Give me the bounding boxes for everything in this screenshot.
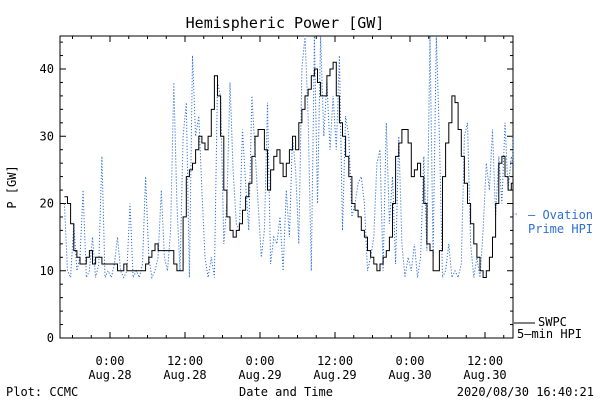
y-tick-label: 0 xyxy=(47,331,54,345)
x-tick-date-label: Aug.30 xyxy=(388,368,431,382)
y-tick-label: 30 xyxy=(40,129,54,143)
legend-ovation-line1: – Ovation xyxy=(528,208,593,222)
x-tick-date-label: Aug.28 xyxy=(163,368,206,382)
y-axis-ticks: 0 10 20 30 40 xyxy=(40,41,513,345)
footer-plot-credit: Plot: CCMC xyxy=(6,385,78,399)
chart-title: Hemispheric Power [GW] xyxy=(186,14,385,32)
legend-swpc-line2: 5–min HPI xyxy=(517,327,582,341)
plot-frame xyxy=(59,35,514,339)
x-tick-time-label: 0:00 xyxy=(96,354,125,368)
x-axis-ticks: 0:00Aug.2812:00Aug.280:00Aug.2912:00Aug.… xyxy=(72,36,507,382)
x-tick-time-label: 12:00 xyxy=(167,354,203,368)
y-tick-label: 20 xyxy=(40,197,54,211)
x-tick-time-label: 12:00 xyxy=(467,354,503,368)
x-tick-date-label: Aug.28 xyxy=(88,368,131,382)
legend-swpc-line1: SWPC xyxy=(538,315,567,329)
footer-timestamp: 2020/08/30 16:40:21 xyxy=(457,385,594,399)
x-tick-date-label: Aug.29 xyxy=(238,368,281,382)
x-tick-time-label: 0:00 xyxy=(396,354,425,368)
x-tick-date-label: Aug.30 xyxy=(463,368,506,382)
y-axis-label: P [GW] xyxy=(5,165,19,208)
x-tick-date-label: Aug.29 xyxy=(313,368,356,382)
y-tick-label: 40 xyxy=(40,62,54,76)
x-tick-time-label: 12:00 xyxy=(317,354,353,368)
y-tick-label: 10 xyxy=(40,264,54,278)
legend-ovation-line2: Prime HPI xyxy=(528,222,593,236)
x-axis-label: Date and Time xyxy=(239,385,333,399)
swpc-series xyxy=(64,61,514,278)
ovation-prime-series xyxy=(63,35,514,280)
x-tick-time-label: 0:00 xyxy=(246,354,275,368)
